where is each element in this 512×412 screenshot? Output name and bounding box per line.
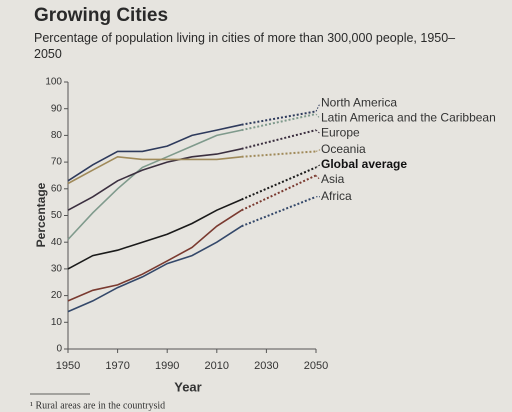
series-line xyxy=(67,148,242,211)
x-tick-label: 1990 xyxy=(155,360,179,372)
series-line xyxy=(67,209,243,302)
legend-label: Europe xyxy=(321,126,360,140)
y-tick-label: 50 xyxy=(51,210,63,221)
projection-line xyxy=(241,195,317,228)
legend-label: Latin America and the Caribbean xyxy=(321,111,496,125)
leader-line xyxy=(315,164,321,168)
y-tick-label: 60 xyxy=(51,183,63,194)
x-tick-label: 2010 xyxy=(205,360,229,372)
projection-line xyxy=(241,166,317,201)
y-tick-label: 80 xyxy=(51,130,63,141)
legend-label: Oceania xyxy=(321,142,366,156)
x-tick-label: 1970 xyxy=(105,360,129,372)
y-tick-label: 30 xyxy=(51,264,63,275)
y-tick-label: 100 xyxy=(45,77,62,88)
y-tick-label: 40 xyxy=(51,237,63,248)
series-line xyxy=(67,129,242,241)
x-axis-label: Year xyxy=(174,379,201,394)
chart-title: Growing Cities xyxy=(34,5,169,26)
leader-line xyxy=(315,175,321,181)
legend-label: Asia xyxy=(321,172,345,186)
projection-line xyxy=(241,110,317,126)
leader-line xyxy=(315,113,321,119)
y-axis-label: Percentage xyxy=(34,182,48,247)
series-line xyxy=(67,198,242,270)
series-line xyxy=(67,155,242,185)
leader-line xyxy=(315,149,321,152)
legend-label: Africa xyxy=(321,189,352,203)
y-tick-label: 70 xyxy=(51,157,63,168)
leader-line xyxy=(315,129,321,134)
projection-line xyxy=(241,174,317,212)
y-tick-label: 10 xyxy=(51,317,63,328)
y-tick-label: 90 xyxy=(51,103,63,114)
x-tick-label: 2050 xyxy=(304,360,328,372)
legend-label: North America xyxy=(321,96,397,110)
leader-line xyxy=(315,103,321,112)
projection-line xyxy=(241,113,317,132)
legend-label: Global average xyxy=(321,157,407,171)
x-tick-label: 2030 xyxy=(254,360,278,372)
x-tick-label: 1950 xyxy=(56,360,80,372)
y-tick-label: 20 xyxy=(51,290,63,301)
y-tick-label: 0 xyxy=(56,344,62,355)
series-line xyxy=(67,225,243,313)
footnote: ¹ Rural areas are in the countrysid xyxy=(30,400,165,411)
projection-line xyxy=(241,150,317,158)
chart-subtitle: Percentage of population living in citie… xyxy=(34,31,456,61)
series-line xyxy=(67,123,242,182)
projection-line xyxy=(241,129,317,150)
